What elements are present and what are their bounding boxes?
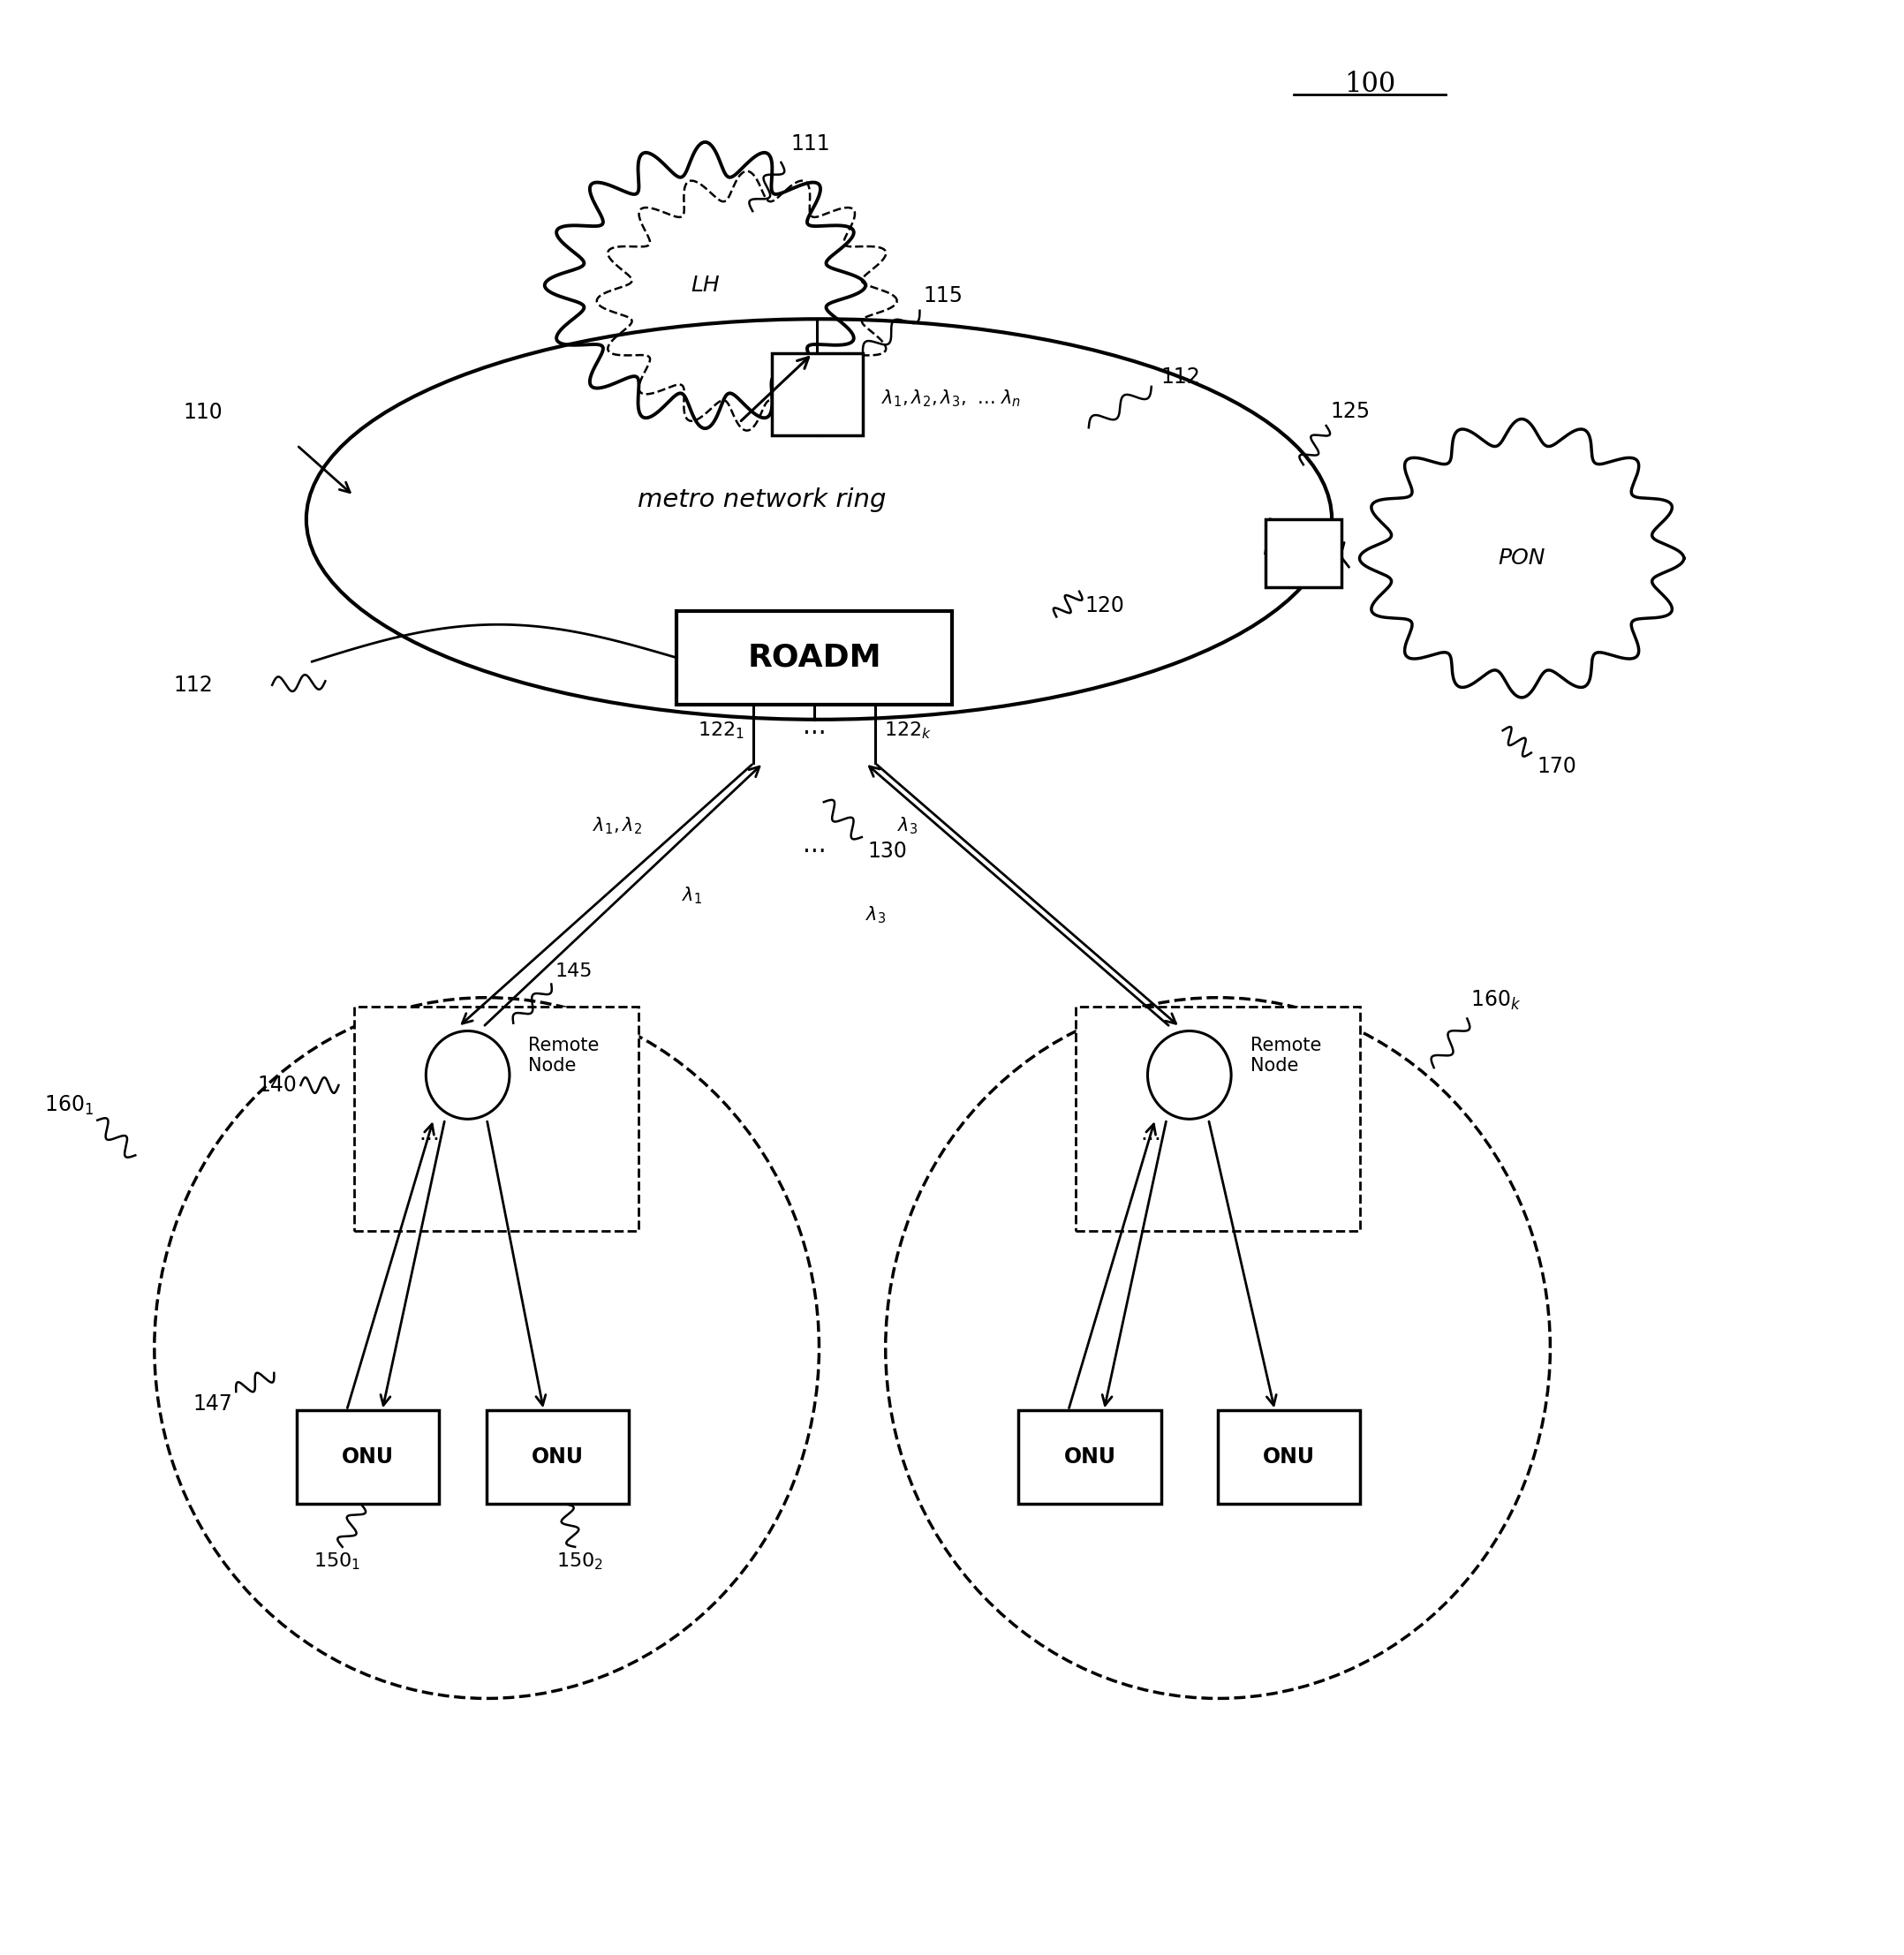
Bar [1219,1410,1359,1503]
Text: LH: LH [691,274,720,295]
Text: PON: PON [1498,547,1546,569]
Text: 145: 145 [556,962,592,979]
Bar [1019,1410,1161,1503]
Text: 112: 112 [1161,366,1200,387]
Text: 125: 125 [1329,401,1369,422]
Bar [676,610,952,704]
Text: 130: 130 [868,841,906,862]
Bar [487,1410,628,1503]
Text: $160_k$: $160_k$ [1470,989,1521,1011]
Ellipse shape [426,1030,510,1118]
Text: ...: ... [419,1122,440,1144]
Text: $122_k$: $122_k$ [883,719,933,741]
Text: $\lambda_1, \lambda_2$: $\lambda_1, \lambda_2$ [592,815,642,837]
Text: $150_1$: $150_1$ [314,1550,360,1572]
Text: 140: 140 [257,1075,297,1097]
Text: 110: 110 [183,401,223,422]
Ellipse shape [1148,1030,1232,1118]
Text: ...: ... [803,833,826,856]
Text: $150_2$: $150_2$ [556,1550,604,1572]
Text: ONU: ONU [1064,1447,1116,1468]
Bar [1266,520,1340,588]
Ellipse shape [154,997,819,1699]
Text: ONU: ONU [343,1447,394,1468]
Text: 111: 111 [790,133,830,154]
Text: $122_1$: $122_1$ [697,719,744,741]
Bar [771,354,863,436]
Text: $\lambda_1$: $\lambda_1$ [682,886,703,905]
Text: ...: ... [803,714,826,739]
Text: 112: 112 [173,674,213,696]
Text: ONU: ONU [1262,1447,1316,1468]
Text: 115: 115 [923,285,963,307]
Bar [1076,1007,1359,1232]
Text: Remote
Node: Remote Node [529,1036,600,1075]
Text: Remote
Node: Remote Node [1251,1036,1321,1075]
Text: $\lambda_1, \lambda_2, \lambda_3$,  ... $\lambda_n$: $\lambda_1, \lambda_2, \lambda_3$, ... $… [882,389,1021,409]
Text: 170: 170 [1537,757,1577,778]
Bar [354,1007,638,1232]
Text: $\lambda_3$: $\lambda_3$ [897,815,918,837]
Bar [297,1410,440,1503]
Text: ROADM: ROADM [748,643,882,673]
Text: 147: 147 [192,1394,232,1415]
Ellipse shape [307,319,1331,719]
Text: ONU: ONU [531,1447,585,1468]
Text: 120: 120 [1085,596,1125,616]
Text: metro network ring: metro network ring [638,487,887,512]
Text: 100: 100 [1344,70,1396,98]
Text: ...: ... [1140,1122,1161,1144]
Text: $160_1$: $160_1$ [44,1093,93,1116]
Ellipse shape [885,997,1550,1699]
Text: $\lambda_3$: $\lambda_3$ [866,905,885,925]
